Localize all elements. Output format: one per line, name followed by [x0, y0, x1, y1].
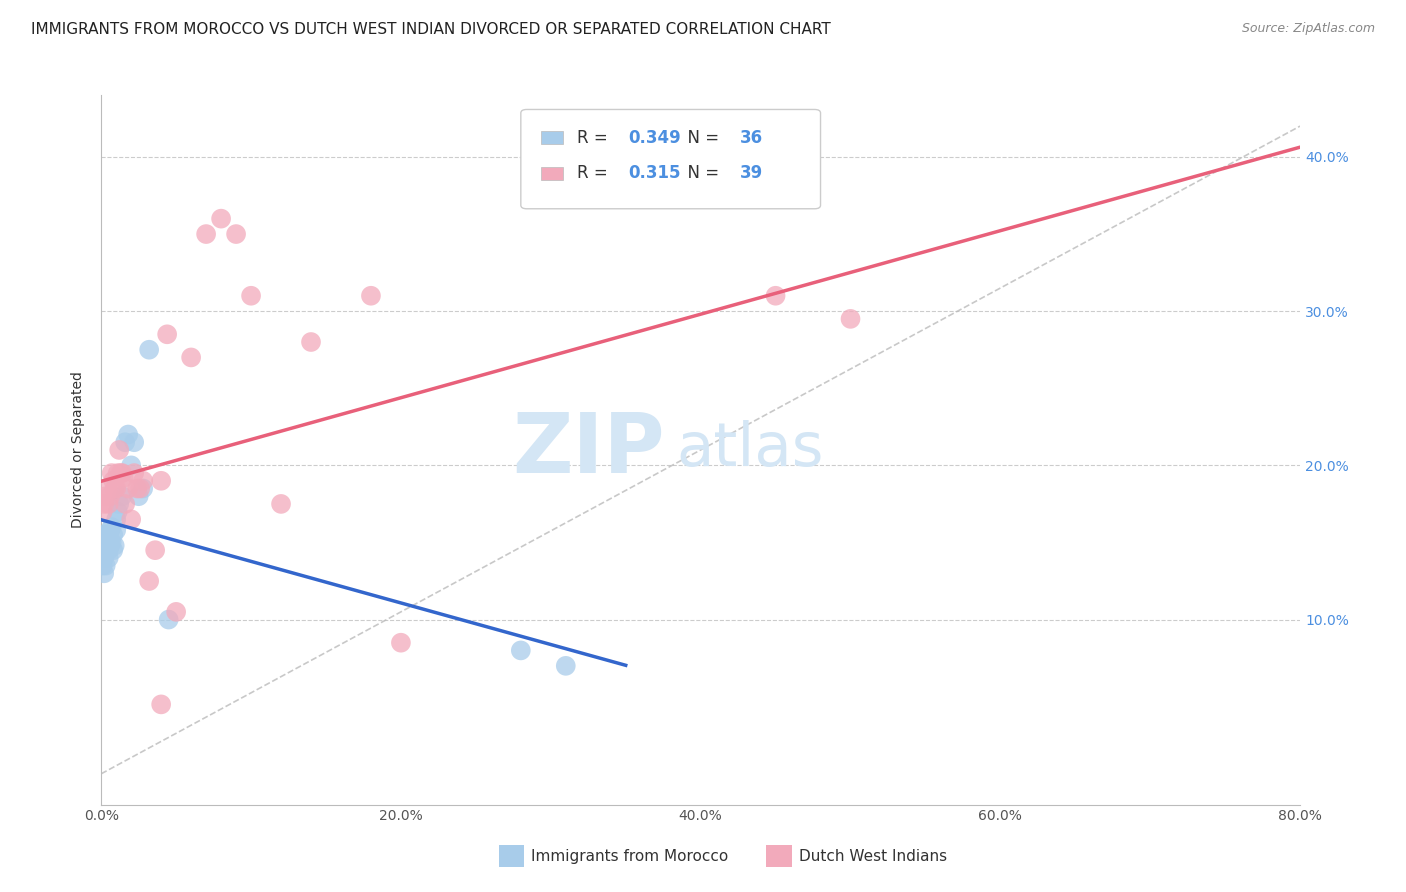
Point [120, 512, 142, 526]
FancyBboxPatch shape [541, 131, 562, 145]
Point [240, 289, 263, 303]
Point [104, 482, 127, 496]
Point [150, 698, 173, 712]
Point [839, 311, 862, 326]
Point [132, 482, 155, 496]
Point [209, 211, 232, 226]
Text: Dutch West Indians: Dutch West Indians [799, 849, 946, 863]
Point [765, 289, 787, 303]
Point [111, 489, 134, 503]
Point [150, 474, 173, 488]
Point [157, 613, 180, 627]
Point [114, 435, 136, 450]
Text: IMMIGRANTS FROM MOROCCO VS DUTCH WEST INDIAN DIVORCED OR SEPARATED CORRELATION C: IMMIGRANTS FROM MOROCCO VS DUTCH WEST IN… [31, 22, 831, 37]
Text: 39: 39 [740, 164, 763, 182]
Point [111, 466, 134, 480]
Point [91, 505, 114, 519]
Point [103, 528, 125, 542]
Point [98, 539, 121, 553]
Point [127, 482, 149, 496]
Point [91, 535, 114, 549]
Point [299, 334, 322, 349]
Text: atlas: atlas [676, 420, 824, 479]
Point [180, 351, 202, 365]
Point [103, 474, 125, 488]
Point [96, 528, 118, 542]
Point [97, 550, 120, 565]
Point [143, 543, 166, 558]
Point [554, 658, 576, 673]
Point [117, 482, 139, 496]
Point [129, 482, 152, 496]
Text: Source: ZipAtlas.com: Source: ZipAtlas.com [1241, 22, 1375, 36]
Point [114, 497, 136, 511]
Point [105, 523, 128, 537]
Point [97, 497, 120, 511]
Point [96, 482, 118, 496]
Point [120, 458, 142, 473]
Text: N =: N = [676, 164, 724, 182]
Point [98, 489, 121, 503]
Point [108, 442, 131, 457]
Text: 36: 36 [740, 128, 763, 147]
Point [108, 497, 131, 511]
Text: ZIP: ZIP [512, 409, 665, 491]
Point [91, 543, 114, 558]
Point [98, 523, 121, 537]
Point [93, 528, 115, 542]
Point [100, 466, 122, 480]
Point [132, 474, 155, 488]
Point [97, 543, 120, 558]
Point [97, 528, 120, 542]
Point [138, 574, 160, 588]
Point [389, 636, 412, 650]
Point [104, 539, 127, 553]
Point [91, 558, 114, 573]
Point [105, 482, 128, 496]
Point [156, 327, 179, 342]
Point [117, 427, 139, 442]
Point [138, 343, 160, 357]
Text: R =: R = [578, 128, 613, 147]
Text: 0.315: 0.315 [628, 164, 682, 182]
Point [112, 471, 135, 485]
Point [100, 535, 122, 549]
Text: R =: R = [578, 164, 613, 182]
Point [270, 497, 292, 511]
Point [195, 227, 218, 241]
Text: 0.349: 0.349 [628, 128, 682, 147]
Point [94, 558, 117, 573]
Point [107, 505, 129, 519]
FancyBboxPatch shape [541, 167, 562, 179]
Point [122, 435, 145, 450]
Point [93, 550, 115, 565]
Point [165, 605, 187, 619]
Text: Immigrants from Morocco: Immigrants from Morocco [531, 849, 728, 863]
Text: N =: N = [676, 128, 724, 147]
Point [94, 535, 117, 549]
Point [94, 489, 117, 503]
Point [107, 466, 129, 480]
Point [128, 489, 150, 503]
Point [105, 512, 128, 526]
Point [93, 497, 115, 511]
Point [122, 466, 145, 480]
Point [100, 520, 122, 534]
FancyBboxPatch shape [520, 110, 821, 209]
Point [103, 543, 125, 558]
Point [93, 566, 115, 581]
Point [91, 550, 114, 565]
Point [110, 466, 132, 480]
Point [509, 643, 531, 657]
Point [225, 227, 247, 241]
Y-axis label: Divorced or Separated: Divorced or Separated [72, 371, 86, 528]
Point [360, 289, 382, 303]
Point [96, 539, 118, 553]
